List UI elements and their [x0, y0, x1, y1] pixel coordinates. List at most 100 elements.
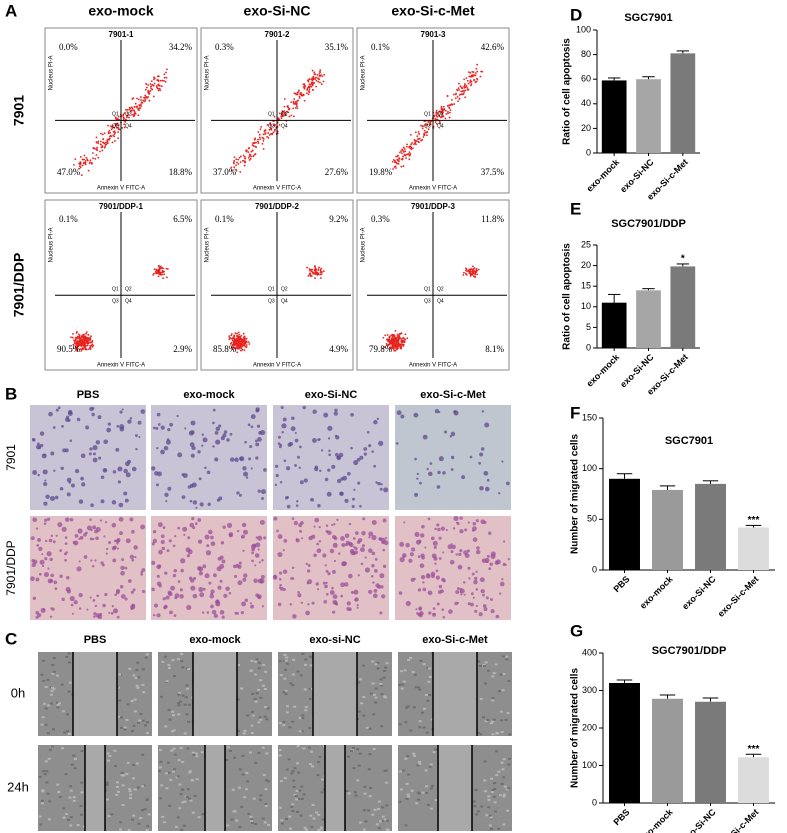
- cell: [79, 593, 83, 597]
- quadrant-name: Q4: [437, 299, 444, 305]
- texture: [42, 770, 45, 772]
- cell-dot: [384, 334, 386, 336]
- cell-dot: [473, 71, 475, 73]
- texture: [368, 768, 371, 770]
- cell: [50, 496, 55, 501]
- cell: [400, 557, 405, 562]
- cell: [442, 551, 444, 553]
- cell: [330, 549, 334, 553]
- cell: [246, 476, 248, 478]
- cell: [205, 573, 210, 578]
- cell-dot: [289, 108, 291, 110]
- texture: [406, 783, 409, 785]
- cell: [94, 559, 96, 561]
- texture: [480, 698, 483, 700]
- cell: [81, 454, 86, 459]
- cell: [151, 588, 155, 592]
- cell: [202, 433, 204, 435]
- cell-dot: [314, 78, 316, 80]
- cell-dot: [396, 347, 398, 349]
- cell-dot: [109, 130, 111, 132]
- cell: [326, 570, 329, 573]
- cell: [207, 471, 211, 475]
- cell: [470, 456, 473, 459]
- cell-dot: [136, 106, 138, 108]
- texture: [110, 813, 113, 815]
- texture: [48, 800, 51, 802]
- texture: [43, 703, 46, 705]
- texture: [502, 776, 505, 778]
- cell: [422, 581, 424, 583]
- cell: [439, 456, 444, 461]
- texture: [384, 667, 387, 669]
- cell: [358, 574, 360, 576]
- texture: [491, 699, 494, 701]
- cell-dot: [243, 337, 245, 339]
- cell-dot: [290, 101, 292, 103]
- cell: [168, 592, 173, 597]
- texture: [128, 668, 131, 670]
- cell: [40, 431, 44, 435]
- cell: [440, 589, 444, 593]
- quadrant-pct: 85.8%: [213, 344, 237, 354]
- texture: [286, 705, 289, 707]
- cell: [121, 558, 124, 561]
- texture: [168, 667, 171, 669]
- texture: [409, 657, 412, 659]
- cell-dot: [244, 157, 246, 159]
- cell: [57, 522, 62, 527]
- cell: [252, 544, 256, 548]
- cell-dot: [399, 344, 401, 346]
- cell-dot: [293, 98, 295, 100]
- cell: [55, 496, 59, 500]
- cell: [217, 566, 222, 571]
- cell-dot: [395, 156, 397, 158]
- cell-dot: [158, 75, 160, 77]
- cell: [338, 552, 340, 554]
- texture: [74, 758, 77, 760]
- cell: [279, 578, 282, 581]
- texture: [402, 770, 405, 772]
- cell-dot: [405, 157, 407, 159]
- cell: [383, 565, 386, 568]
- cell: [180, 569, 184, 573]
- texture: [499, 794, 502, 796]
- cell: [464, 528, 467, 531]
- cell: [487, 479, 490, 482]
- cell: [117, 616, 120, 619]
- cell: [432, 553, 437, 558]
- bar: [695, 484, 726, 570]
- cell-dot: [108, 132, 110, 134]
- cell: [383, 487, 388, 492]
- texture: [383, 695, 386, 697]
- cell-dot: [163, 73, 165, 75]
- cell: [331, 465, 335, 469]
- cell: [292, 577, 295, 580]
- cell: [372, 520, 377, 525]
- cell: [177, 527, 180, 530]
- texture: [146, 829, 149, 831]
- cell: [276, 474, 279, 477]
- texture: [296, 811, 299, 813]
- cell: [474, 610, 477, 613]
- cell-dot: [469, 72, 471, 74]
- cell: [163, 597, 166, 600]
- cell: [337, 479, 341, 483]
- cell: [243, 472, 248, 477]
- cell-dot: [434, 118, 436, 120]
- chart-title: SGC7901/DDP: [652, 645, 727, 657]
- texture: [359, 822, 362, 824]
- wound-gap: [433, 652, 477, 736]
- bar: [695, 702, 726, 803]
- y-axis-label: Nucleus PI-A: [49, 55, 55, 90]
- texture: [299, 730, 302, 732]
- cell-dot: [472, 274, 474, 276]
- cell: [286, 466, 290, 470]
- texture: [407, 796, 410, 798]
- cell: [203, 437, 208, 442]
- cell-dot: [138, 104, 140, 106]
- cell-dot: [233, 161, 235, 163]
- cell-dot: [265, 129, 267, 131]
- texture: [385, 782, 388, 784]
- cell: [467, 567, 470, 570]
